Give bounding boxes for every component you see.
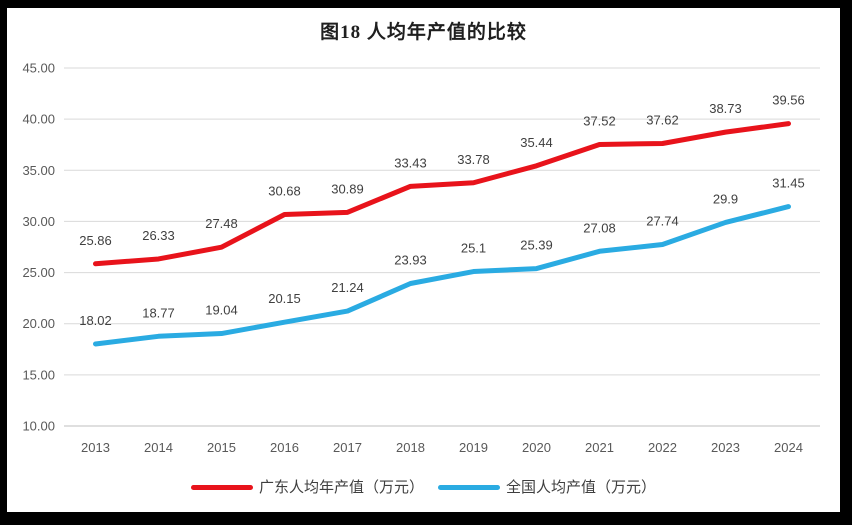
data-label-series-1: 27.74 bbox=[646, 214, 679, 229]
y-tick-label: 45.00 bbox=[22, 61, 55, 76]
data-label-series-1: 23.93 bbox=[394, 253, 427, 268]
data-label-series-1: 25.1 bbox=[461, 241, 486, 256]
data-label-series-1: 21.24 bbox=[331, 280, 364, 295]
data-label-series-1: 18.77 bbox=[142, 305, 175, 320]
x-tick-label: 2017 bbox=[333, 440, 362, 455]
data-label-series-0: 25.86 bbox=[79, 233, 112, 248]
legend-item-national: 全国人均产值（万元） bbox=[438, 480, 656, 495]
y-tick-label: 10.00 bbox=[22, 419, 55, 434]
data-label-series-0: 39.56 bbox=[772, 93, 805, 108]
x-tick-label: 2013 bbox=[81, 440, 110, 455]
data-label-series-0: 33.43 bbox=[394, 155, 427, 170]
data-label-series-0: 30.89 bbox=[331, 181, 364, 196]
data-label-series-1: 27.08 bbox=[583, 220, 616, 235]
line-chart-plot-area: 10.00 15.00 20.00 25.00 30.00 35.00 40.00 45.00… bbox=[22, 61, 820, 455]
blue-line-swatch-icon bbox=[438, 484, 500, 490]
data-label-series-0: 37.52 bbox=[583, 114, 616, 129]
x-tick-label: 2023 bbox=[711, 440, 740, 455]
x-tick-label: 2019 bbox=[459, 440, 488, 455]
data-label-series-1: 20.15 bbox=[268, 291, 301, 306]
y-tick-label: 40.00 bbox=[22, 112, 55, 127]
data-label-series-0: 27.48 bbox=[205, 216, 238, 231]
legend-item-guangdong: 广东人均年产值（万元） bbox=[190, 478, 424, 496]
data-label-series-1: 25.39 bbox=[520, 238, 553, 253]
data-label-series-0: 38.73 bbox=[709, 101, 742, 116]
chart-title: 图18 人均年产值的比较 bbox=[320, 22, 527, 43]
chart-legend: 广东人均年产值（万元） 全国人均产值（万元） bbox=[7, 475, 840, 499]
y-tick-label: 20.00 bbox=[22, 316, 55, 331]
x-tick-label: 2020 bbox=[522, 440, 551, 455]
data-label-series-1: 18.02 bbox=[79, 313, 112, 328]
x-tick-label: 2018 bbox=[396, 440, 425, 455]
x-tick-label: 2021 bbox=[585, 440, 614, 455]
legend-label-national: 全国人均产值（万元） bbox=[506, 478, 657, 496]
x-tick-label: 2024 bbox=[774, 440, 803, 455]
series-line-1 bbox=[93, 204, 791, 347]
x-tick-label: 2022 bbox=[648, 440, 677, 455]
y-tick-label: 30.00 bbox=[22, 214, 55, 229]
data-label-series-0: 26.33 bbox=[142, 228, 175, 243]
data-label-series-0: 33.78 bbox=[457, 152, 490, 167]
data-label-series-0: 30.68 bbox=[268, 183, 301, 198]
y-tick-label: 25.00 bbox=[22, 265, 55, 280]
red-line-swatch-icon bbox=[190, 484, 253, 490]
data-label-series-0: 37.62 bbox=[646, 112, 679, 127]
data-label-series-0: 35.44 bbox=[520, 135, 553, 150]
legend-label-guangdong: 广东人均年产值（万元） bbox=[258, 478, 424, 496]
x-tick-label: 2014 bbox=[144, 440, 173, 455]
x-tick-label: 2015 bbox=[207, 440, 236, 455]
y-tick-label: 35.00 bbox=[22, 163, 55, 178]
data-label-series-1: 29.9 bbox=[713, 191, 738, 206]
data-label-series-1: 31.45 bbox=[772, 176, 805, 191]
data-label-series-1: 19.04 bbox=[205, 303, 238, 318]
x-tick-label: 2016 bbox=[270, 440, 299, 455]
y-tick-label: 15.00 bbox=[22, 367, 55, 382]
series-line-0 bbox=[93, 121, 791, 267]
chart-canvas: 图18 人均年产值的比较 10.00 15.00 20.00 25.00 30.00 35… bbox=[7, 8, 840, 512]
